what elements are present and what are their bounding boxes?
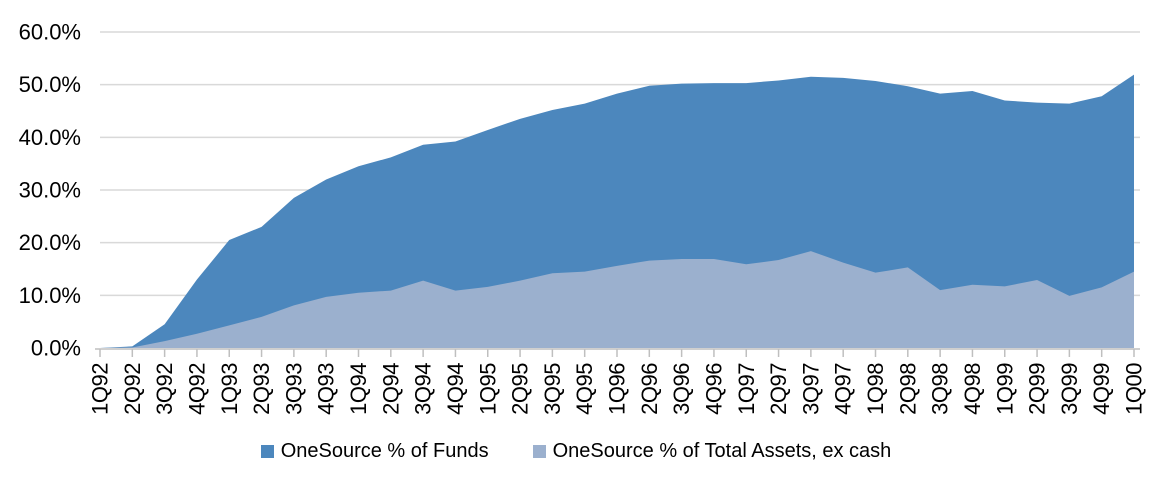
x-tick-label: 4Q92 bbox=[184, 363, 209, 415]
y-tick-label: 10.0% bbox=[19, 283, 81, 308]
funds-legend-label: OneSource % of Funds bbox=[280, 439, 489, 462]
legend-item-funds: OneSource % of Funds bbox=[260, 439, 489, 463]
x-tick-label: 4Q95 bbox=[572, 363, 597, 415]
assets-legend-label: OneSource % of Total Assets, ex cash bbox=[552, 439, 892, 462]
x-tick-label: 3Q98 bbox=[928, 363, 953, 415]
x-tick-label: 3Q94 bbox=[411, 363, 436, 415]
y-tick-label: 60.0% bbox=[19, 20, 81, 45]
x-tick-label: 2Q93 bbox=[249, 363, 274, 415]
legend-item-assets: OneSource % of Total Assets, ex cash bbox=[532, 439, 892, 463]
x-tick-label: 1Q00 bbox=[1122, 363, 1147, 415]
x-tick-label: 4Q98 bbox=[960, 363, 985, 415]
x-axis bbox=[95, 348, 1140, 357]
area-series bbox=[100, 74, 1134, 348]
x-tick-label: 2Q94 bbox=[378, 363, 403, 415]
x-tick-label: 3Q92 bbox=[152, 363, 177, 415]
x-tick-label: 1Q99 bbox=[992, 363, 1017, 415]
chart-canvas: 0.0% 10.0% 20.0% 30.0% 40.0% 50.0% 60.0% 1Q92 2Q… bbox=[19, 20, 1147, 415]
chart-legend: OneSource % of Funds OneSource % of Tota… bbox=[0, 438, 1152, 464]
x-axis-labels: 1Q92 2Q92 3Q92 4Q92 1Q93 2Q93 3Q93 4Q93 1Q94 2Q94… bbox=[88, 363, 1147, 415]
x-tick-label: 3Q99 bbox=[1057, 363, 1082, 415]
x-tick-label: 1Q94 bbox=[346, 363, 371, 415]
x-tick-label: 1Q92 bbox=[88, 363, 113, 415]
x-tick-label: 2Q95 bbox=[508, 363, 533, 415]
x-tick-label: 3Q93 bbox=[281, 363, 306, 415]
x-tick-label: 4Q97 bbox=[831, 363, 856, 415]
y-tick-label: 40.0% bbox=[19, 125, 81, 150]
x-tick-label: 2Q92 bbox=[120, 363, 145, 415]
x-tick-label: 4Q94 bbox=[443, 363, 468, 415]
x-tick-label: 1Q93 bbox=[217, 363, 242, 415]
x-tick-label: 2Q99 bbox=[1025, 363, 1050, 415]
assets-legend-swatch-icon bbox=[532, 444, 546, 458]
x-tick-label: 2Q97 bbox=[766, 363, 791, 415]
y-tick-label: 0.0% bbox=[31, 336, 81, 361]
x-tick-label: 1Q95 bbox=[475, 363, 500, 415]
x-tick-label: 1Q98 bbox=[863, 363, 888, 415]
x-tick-label: 1Q97 bbox=[734, 363, 759, 415]
y-tick-label: 30.0% bbox=[19, 178, 81, 203]
x-tick-label: 3Q97 bbox=[798, 363, 823, 415]
x-tick-label: 4Q99 bbox=[1089, 363, 1114, 415]
x-tick-label: 4Q93 bbox=[314, 363, 339, 415]
x-tick-label: 3Q96 bbox=[669, 363, 694, 415]
x-tick-label: 1Q96 bbox=[605, 363, 630, 415]
x-tick-label: 2Q96 bbox=[637, 363, 662, 415]
x-tick-label: 3Q95 bbox=[540, 363, 565, 415]
funds-legend-swatch-icon bbox=[260, 444, 274, 458]
area-assets bbox=[100, 251, 1134, 348]
y-tick-label: 20.0% bbox=[19, 230, 81, 255]
y-tick-label: 50.0% bbox=[19, 72, 81, 97]
y-axis-labels: 0.0% 10.0% 20.0% 30.0% 40.0% 50.0% 60.0% bbox=[19, 20, 81, 361]
x-tick-label: 4Q96 bbox=[701, 363, 726, 415]
x-tick-label: 2Q98 bbox=[895, 363, 920, 415]
